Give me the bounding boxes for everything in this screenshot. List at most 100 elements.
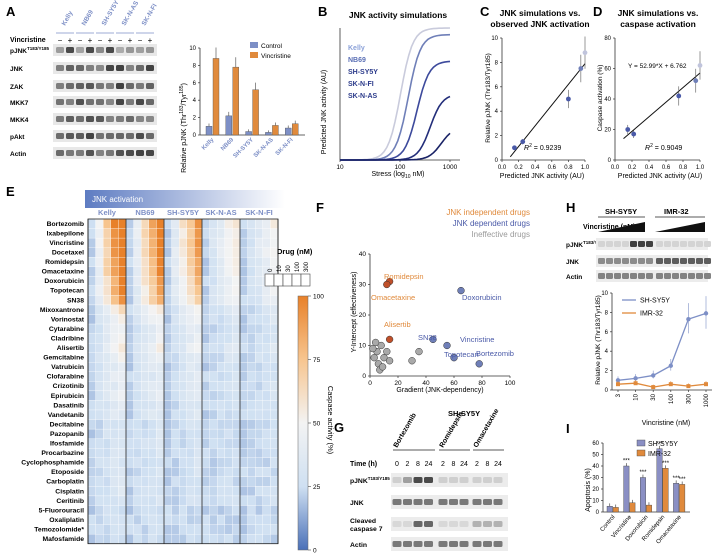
g-blot-band [459,521,469,527]
e-heat-cell [118,276,127,286]
panel-letter-c: C [480,4,490,19]
e-heat-cell [262,362,271,372]
e-heat-cell [247,285,256,296]
e-heat-cell [133,390,142,401]
g-blot-band [424,521,433,527]
e-heat-cell [156,257,165,267]
e-heat-cell [194,342,203,353]
i-y-tick-label: 60 [592,441,599,447]
f-point [385,335,394,344]
h-blot-band [688,273,695,279]
e-heat-cell [95,476,104,487]
e-heat-cell [148,514,157,525]
e-heat-cell [118,218,127,229]
e-heat-cell [141,505,149,516]
h-blot-band [696,241,703,247]
e-heat-cell [110,438,119,449]
e-heat-cell [125,371,134,382]
e-heat-cell [262,514,271,525]
e-heat-cell [201,505,210,516]
e-heat-cell [141,419,149,430]
e-heat-cell [95,467,104,477]
e-heat-cell [201,237,210,248]
e-heat-cell [217,304,225,315]
e-heat-cell [217,314,225,325]
e-heat-cell [201,457,210,468]
e-heat-cell [125,304,134,315]
e-heat-cell [239,457,248,468]
h-point [686,384,691,389]
e-drug-label: Ceritinib [56,498,84,505]
e-heat-cell [201,295,210,306]
e-heat-cell [217,342,225,353]
e-heat-cell [194,304,203,315]
e-heat-cell [217,524,225,535]
e-colorbar-tick-label: 75 [313,357,321,364]
e-heat-cell [87,409,96,420]
e-heat-cell [95,333,104,344]
h-blot-band [696,258,703,264]
a-blot-label: JNK [10,66,23,73]
f-point [369,344,377,353]
h-blot-band [688,241,695,247]
e-heat-cell [217,228,225,239]
e-heat-cell [171,514,180,525]
g-blot-band [472,541,482,547]
e-heat-cell [179,237,187,248]
e-heat-cell [95,314,104,325]
e-heat-cell [103,476,111,487]
f-legend-label: Ineffective drugs [471,230,530,239]
a-blot-band [116,133,124,139]
e-colorbar-label: Caspase activity (%) [326,386,335,455]
e-heat-cell [148,409,157,420]
i-y-tick-label: 0 [596,510,600,516]
e-heat-cell [186,381,195,392]
e-heat-cell [87,371,96,382]
a-x-tick-label: SK-N-AS [253,137,275,159]
e-jnk-activation-bar [85,190,285,208]
e-drug-label: Bortezomib [47,221,84,228]
h-blot-band [630,258,637,264]
e-heat-cell [239,276,248,286]
f-point-label: Bortezomib [476,349,514,358]
e-heat-cell [118,390,127,401]
g-time-value: 24 [460,461,468,468]
e-heat-cell [148,276,157,286]
a-blot-band [126,116,134,122]
e-drug-label: Etoposide [51,469,84,476]
i-bar [640,477,646,513]
e-heat-cell [95,438,104,449]
e-heat-cell [156,400,165,411]
scatter-x-tick-label: 0.0 [498,165,507,171]
e-heat-cell [171,333,180,344]
e-heat-cell [103,390,111,401]
a-blot-band [126,47,134,53]
a-blot-band [56,133,64,139]
e-heat-cell [103,381,111,392]
e-heat-cell [270,428,279,439]
h-blot-band [614,258,621,264]
e-heat-cell [103,237,111,248]
e-heat-cell [125,295,134,306]
e-heat-cell [148,352,157,363]
e-heat-cell [224,438,233,449]
a-blot-band [146,83,154,89]
e-heat-cell [133,285,142,296]
e-heat-cell [262,323,271,334]
e-heat-cell [87,247,96,258]
a-blot-band [136,150,144,156]
e-heat-cell [125,362,134,372]
e-heat-cell [239,428,248,439]
panel-letter-d: D [593,4,602,19]
e-heat-cell [133,419,142,430]
e-heat-cell [103,457,111,468]
e-heat-cell [179,352,187,363]
e-heat-cell [209,333,218,344]
a-blot-band [86,83,94,89]
e-heat-cell [95,304,104,315]
e-heat-cell [247,467,256,477]
e-drug-labels: Bortezomib Ixabepilone Vincristine Docetaxe… [21,221,84,543]
b-legend-label: SK-N-AS [348,93,377,100]
e-heat-cell [255,266,263,277]
e-heat-cell [179,323,187,334]
